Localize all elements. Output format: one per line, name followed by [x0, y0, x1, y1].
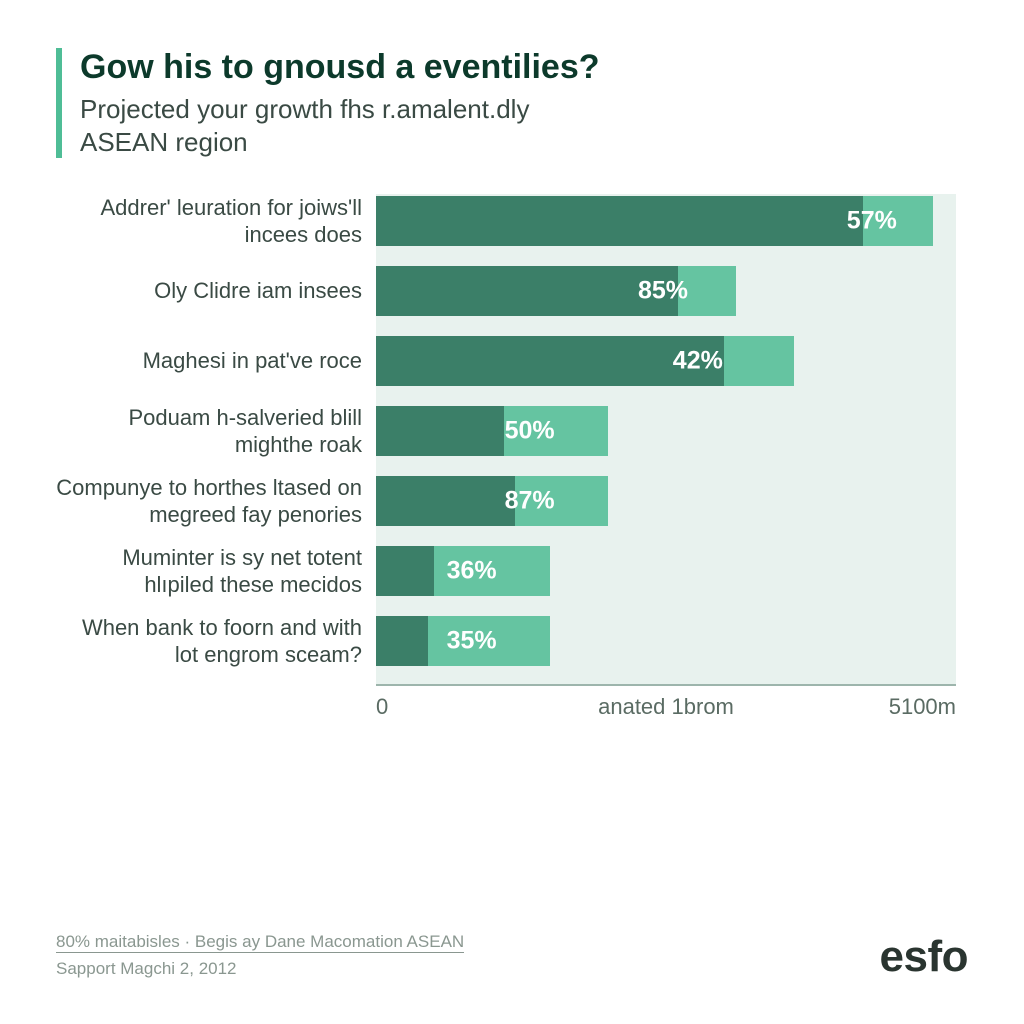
- row-label: Maghesi in pat've roce: [56, 347, 376, 375]
- percent-label: 57%: [847, 207, 897, 236]
- subtitle-line-2: ASEAN region: [80, 127, 248, 157]
- percent-label: 50%: [505, 417, 555, 446]
- footer-source: 80% maitabisles · Begis ay Dane Macomati…: [56, 932, 464, 953]
- bar-cell: 42%: [376, 334, 968, 388]
- row-label: Poduam h-salveried blill mighthe roak: [56, 404, 376, 459]
- percent-label: 85%: [638, 277, 688, 306]
- chart-title: Gow his to gnousd a eventilies?: [80, 48, 968, 87]
- x-axis: 0 anated 1brom 5100m: [376, 684, 956, 730]
- percent-label: 87%: [505, 487, 555, 516]
- footer: 80% maitabisles · Begis ay Dane Macomati…: [56, 928, 464, 982]
- bar-inner: [376, 616, 428, 666]
- percent-label: 42%: [673, 347, 723, 376]
- bar-inner: [376, 476, 515, 526]
- bar-cell: 50%: [376, 404, 968, 458]
- footer-date: Sapport Magchi 2, 2012: [56, 959, 237, 978]
- bar-cell: 87%: [376, 474, 968, 528]
- row-label: Muminter is sy net totent hlıpiled these…: [56, 544, 376, 599]
- bar-cell: 57%: [376, 194, 968, 248]
- chart-container: Gow his to gnousd a eventilies? Projecte…: [0, 0, 1024, 770]
- axis-label-mid: anated 1brom: [598, 694, 734, 720]
- bar-inner: [376, 336, 724, 386]
- table-row: Compunye to horthes ltased on megreed fa…: [56, 474, 968, 528]
- row-label: Oly Clidre iam insees: [56, 277, 376, 305]
- bar-cell: 36%: [376, 544, 968, 598]
- bar-inner: [376, 546, 434, 596]
- bar-inner: [376, 196, 863, 246]
- bar-inner: [376, 266, 678, 316]
- table-row: When bank to foorn and with lot engrom s…: [56, 614, 968, 668]
- axis-label-left: 0: [376, 694, 388, 720]
- bar-rows: Addrer' leuration for joiws'll incees do…: [56, 194, 968, 668]
- subtitle-line-1: Projected your growth fhs r.amalent.dly: [80, 94, 529, 124]
- bar-cell: 85%: [376, 264, 968, 318]
- table-row: Poduam h-salveried blill mighthe roak 50%: [56, 404, 968, 458]
- table-row: Oly Clidre iam insees 85%: [56, 264, 968, 318]
- table-row: Muminter is sy net totent hlıpiled these…: [56, 544, 968, 598]
- brand-logo: esfo: [880, 932, 968, 982]
- row-label: Compunye to horthes ltased on megreed fa…: [56, 474, 376, 529]
- chart-subtitle: Projected your growth fhs r.amalent.dly …: [80, 93, 968, 158]
- title-block: Gow his to gnousd a eventilies? Projecte…: [56, 48, 968, 158]
- bar-inner: [376, 406, 504, 456]
- percent-label: 36%: [447, 557, 497, 586]
- bar-cell: 35%: [376, 614, 968, 668]
- table-row: Addrer' leuration for joiws'll incees do…: [56, 194, 968, 248]
- row-label: Addrer' leuration for joiws'll incees do…: [56, 194, 376, 249]
- row-label: When bank to foorn and with lot engrom s…: [56, 614, 376, 669]
- percent-label: 35%: [447, 627, 497, 656]
- table-row: Maghesi in pat've roce 42%: [56, 334, 968, 388]
- axis-label-right: 5100m: [889, 694, 956, 720]
- chart-body: Addrer' leuration for joiws'll incees do…: [56, 194, 968, 730]
